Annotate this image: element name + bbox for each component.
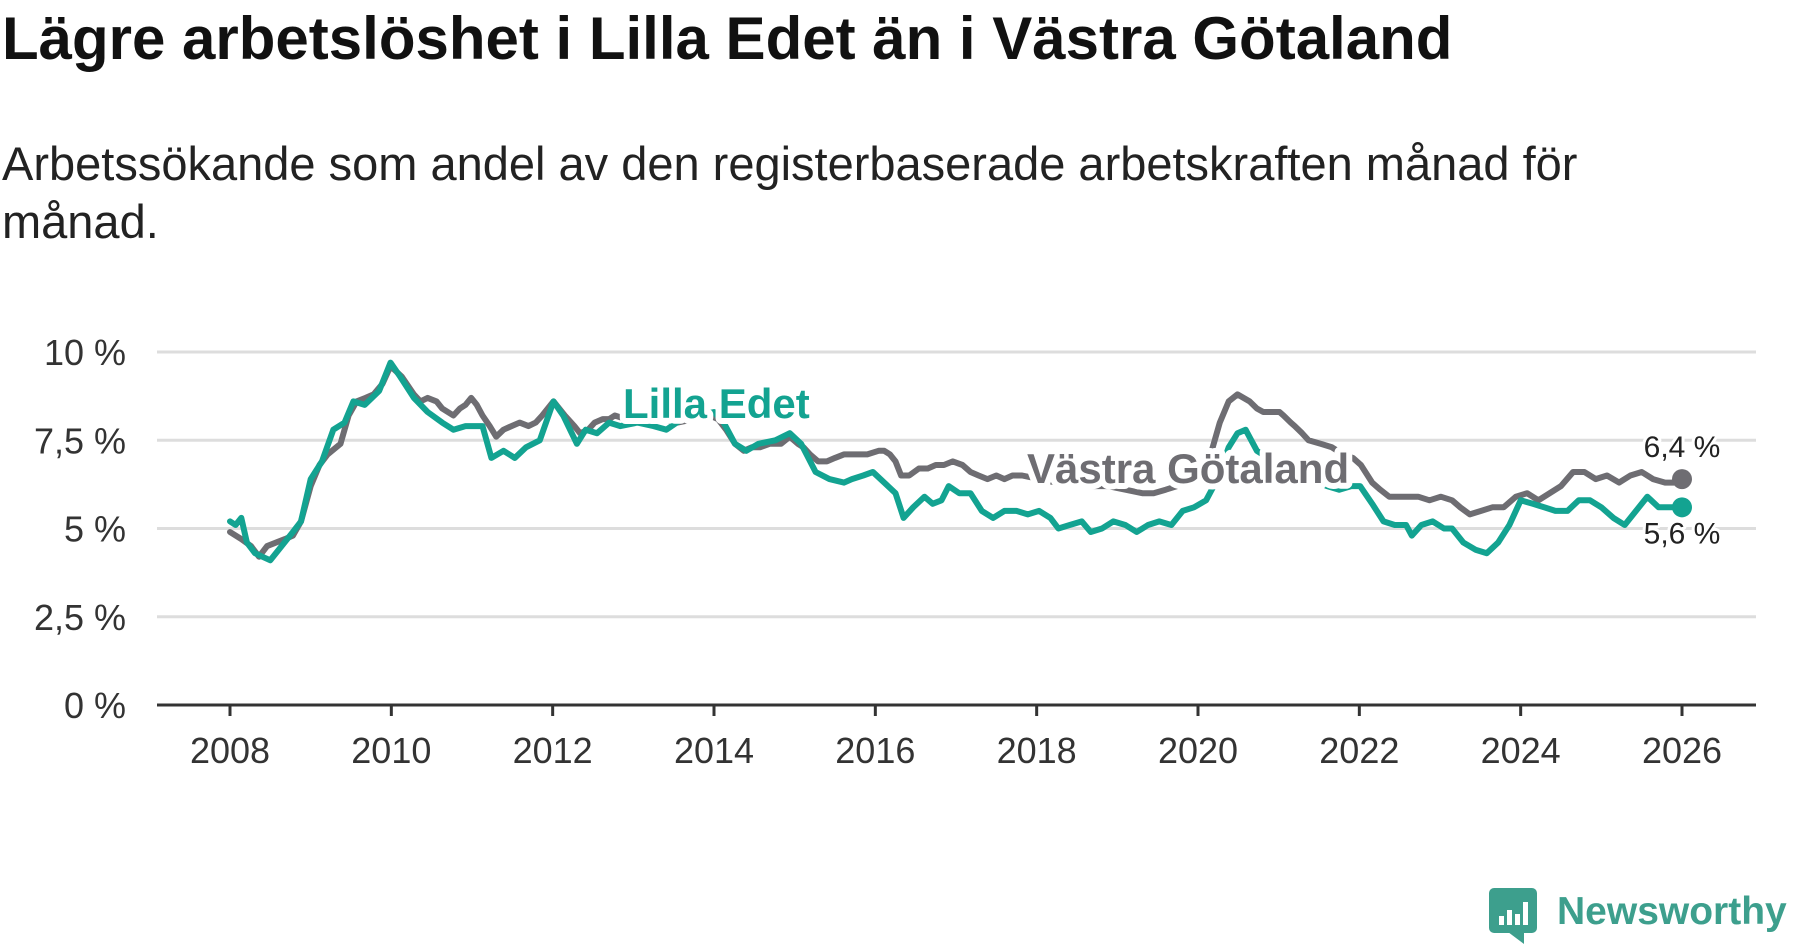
series-labels: Lilla Edet Västra Götaland xyxy=(617,374,1355,498)
end-markers: 5,6 % 6,4 % xyxy=(1641,428,1724,553)
chart-title: Lägre arbetslöshet i Lilla Edet än i Väs… xyxy=(2,5,1453,72)
series-line-vastra-gotaland xyxy=(227,363,1685,560)
x-tick-label: 2008 xyxy=(190,730,270,771)
series-label-vastra-gotaland: Västra Götaland xyxy=(1027,445,1349,492)
end-point-marker-lilla-edet xyxy=(1672,497,1692,518)
chart-subtitle: Arbetssökande som andel av den registerb… xyxy=(2,137,1578,248)
x-tick-label: 2010 xyxy=(351,730,431,771)
gridlines xyxy=(157,350,1756,619)
x-tick-label: 2012 xyxy=(513,730,593,771)
newsworthy-logo-icon xyxy=(1489,888,1537,944)
end-value-label-lilla-edet: 5,6 % xyxy=(1644,517,1721,550)
x-tick-label: 2020 xyxy=(1158,730,1238,771)
y-tick-label: 0 % xyxy=(64,685,126,726)
x-tick-label: 2014 xyxy=(674,730,754,771)
series-label-lilla-edet: Lilla Edet xyxy=(623,380,810,427)
y-tick-label: 5 % xyxy=(64,509,126,550)
x-tick-label: 2018 xyxy=(997,730,1077,771)
end-point-marker-vastra-gotaland xyxy=(1672,469,1692,490)
x-tick-label: 2024 xyxy=(1481,730,1561,771)
x-tick-label: 2026 xyxy=(1642,730,1722,771)
brand-name: Newsworthy xyxy=(1557,890,1787,933)
x-tick-label: 2022 xyxy=(1319,730,1399,771)
series-lines xyxy=(227,359,1685,564)
x-axis: 2008 2010 2012 2014 2016 2018 2020 2022 2024 2026 xyxy=(157,703,1756,771)
y-tick-label: 10 % xyxy=(44,332,126,373)
y-axis: 0 % 2,5 % 5 % 7,5 % 10 % xyxy=(34,332,126,726)
y-tick-label: 2,5 % xyxy=(34,597,126,638)
y-tick-label: 7,5 % xyxy=(34,420,126,461)
series-line-lilla-edet xyxy=(227,359,1685,564)
end-value-label-vastra-gotaland: 6,4 % xyxy=(1644,431,1721,464)
newsworthy-logo: Newsworthy xyxy=(1488,886,1787,946)
x-tick-label: 2016 xyxy=(835,730,915,771)
